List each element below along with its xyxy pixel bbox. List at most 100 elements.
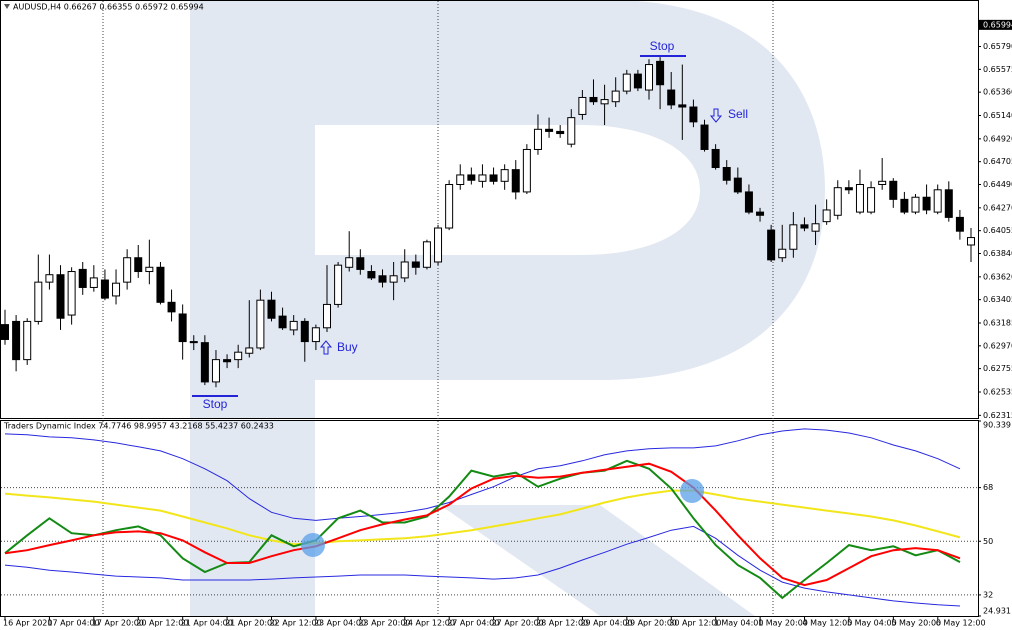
x-tick-label: 29 Apr 04:00: [580, 619, 632, 628]
cross-highlight: [680, 479, 704, 503]
candle-body: [123, 257, 132, 283]
candle-body: [300, 320, 309, 343]
candle-body: [645, 64, 653, 91]
x-tick-label: 24 Apr 12:00: [403, 619, 455, 628]
y-tick-label: 90.339: [983, 421, 1011, 430]
candle-body: [811, 223, 820, 232]
x-tick-label: 17 Apr 20:00: [92, 619, 144, 628]
candle-body: [422, 241, 431, 268]
candle-body: [633, 73, 642, 89]
candle-body: [622, 73, 631, 92]
candle-body: [434, 227, 443, 263]
x-tick-label: 28 Apr 12:00: [536, 619, 588, 628]
watermark-stem: [190, 420, 315, 616]
candle-body: [578, 96, 587, 115]
candle-body: [567, 117, 576, 145]
candle-body: [967, 237, 975, 246]
x-tick-label: 23 Apr 04:00: [314, 619, 366, 628]
y-tick-label: 24.931: [983, 607, 1011, 616]
candle-body: [256, 299, 265, 349]
candle-body: [234, 351, 243, 361]
candle-body: [23, 320, 32, 361]
candle-body: [733, 177, 742, 193]
y-tick-label: 0.64705: [983, 157, 1012, 166]
x-tick-label: 1 May 20:00: [758, 619, 808, 628]
buy-label: Buy: [337, 340, 358, 354]
candle-body: [267, 299, 276, 319]
candle-body: [323, 303, 331, 329]
x-tick-label: 1 May 04:00: [714, 619, 764, 628]
candle-body: [756, 211, 765, 216]
symbol-icon: [4, 4, 10, 9]
chart-title: AUDUSD,H4 0.66267 0.66355 0.65972 0.6599…: [13, 3, 204, 12]
x-tick-label: 21 Apr 20:00: [225, 619, 277, 628]
candle-body: [611, 90, 620, 103]
x-tick-label: 20 Apr 12:00: [136, 619, 188, 628]
candle-body: [112, 282, 121, 297]
watermark-p: [190, 0, 825, 418]
y-tick-label: 0.63405: [983, 295, 1012, 304]
candle-body: [855, 183, 864, 213]
price-panel-frame: [0, 0, 979, 419]
candle-body: [833, 187, 842, 216]
x-tick-label: 4 May 12:00: [803, 619, 853, 628]
candle-body: [78, 268, 87, 288]
candle-body: [56, 274, 65, 319]
y-tick-label: 0.63185: [983, 319, 1012, 328]
x-tick-label: 6 May 12:00: [936, 619, 986, 628]
candle-body: [289, 320, 298, 331]
candle-body: [134, 257, 143, 273]
indicator-title: Traders Dynamic Index 74.7746 98.9957 43…: [3, 422, 274, 431]
candle-body: [878, 180, 887, 185]
candle-body: [378, 275, 387, 283]
candle-body: [189, 341, 198, 344]
candle-body: [589, 96, 598, 103]
sell-label: Sell: [728, 107, 748, 121]
candle-body: [700, 124, 709, 150]
x-tick-label: 22 Apr 12:00: [270, 619, 322, 628]
candle-body: [478, 174, 487, 182]
candle-body: [89, 277, 98, 288]
candle-body: [356, 257, 365, 270]
candle-body: [389, 275, 398, 283]
indicator-line: [4, 489, 961, 546]
watermark: [190, 0, 825, 616]
candle-body: [511, 169, 520, 193]
x-tick-label: 27 Apr 20:00: [492, 619, 544, 628]
indicator-line: [4, 462, 961, 587]
y-tick-label: 0.62755: [983, 364, 1012, 373]
x-tick-label: 27 Apr 04:00: [447, 619, 499, 628]
last-price-box: [978, 19, 1012, 30]
candle-body: [789, 224, 798, 250]
candle-body: [944, 189, 953, 218]
candle-body: [955, 216, 964, 232]
y-tick-label: 0.64055: [983, 226, 1012, 235]
indicator-line: [4, 525, 961, 607]
stop-label: Stop: [203, 397, 228, 411]
candle-body: [744, 191, 753, 213]
buy-arrow: [319, 340, 333, 355]
x-tick-label: 5 May 20:00: [891, 619, 941, 628]
candle-body: [223, 359, 232, 363]
candle-body: [678, 104, 687, 108]
candle-body: [1, 324, 9, 340]
indicator-line: [4, 428, 961, 521]
candle-body: [67, 271, 76, 316]
candle-body: [922, 196, 931, 211]
candle-body: [178, 313, 187, 343]
y-tick-label: 0.62535: [983, 387, 1012, 396]
stop-label: Stop: [650, 39, 675, 53]
indicator-panel-frame: [0, 420, 979, 617]
candle-body: [822, 209, 831, 223]
x-tick-label: 5 May 04:00: [847, 619, 897, 628]
candle-body: [533, 128, 542, 150]
candle-body: [900, 198, 909, 213]
